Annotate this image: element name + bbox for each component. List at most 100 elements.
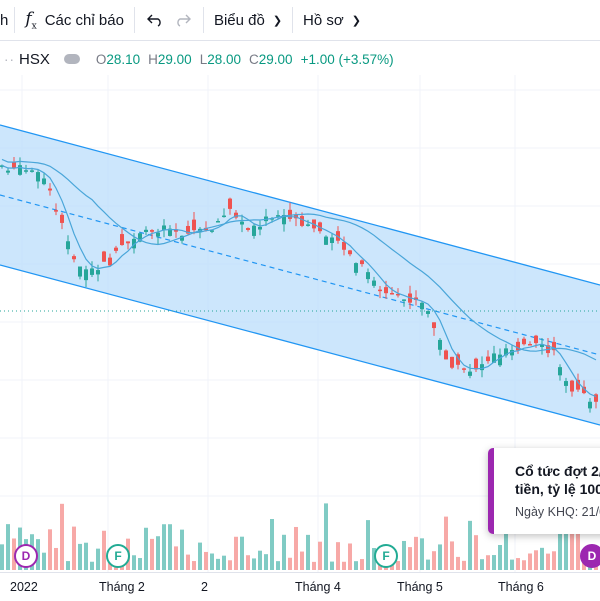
volume-bar — [438, 544, 442, 570]
candle-body — [570, 380, 574, 392]
dividend-event-marker[interactable]: D — [580, 544, 600, 568]
tooltip-date: Ngày KHQ: 21/0 — [515, 505, 600, 519]
candle-body — [72, 256, 76, 260]
channel-lower-line — [0, 264, 600, 426]
candle-body — [366, 272, 370, 280]
volume-bar — [294, 526, 298, 570]
cut-off-menu-item[interactable]: h — [0, 0, 14, 40]
time-tick: Tháng 4 — [295, 580, 341, 594]
candle-body — [168, 228, 172, 236]
close-value: 29.00 — [258, 51, 293, 67]
candle-body — [576, 379, 580, 390]
volume-bar — [324, 503, 328, 570]
visibility-toggle-icon[interactable] — [63, 54, 80, 64]
volume-bar — [354, 561, 358, 570]
volume-bar — [102, 530, 106, 570]
candle-body — [318, 222, 322, 232]
exchange-symbol[interactable]: HSX — [19, 50, 50, 68]
volume-bar — [558, 531, 562, 570]
volume-bar — [48, 529, 52, 570]
candle-body — [288, 209, 292, 219]
candle-body — [360, 260, 364, 265]
redo-icon[interactable] — [169, 0, 197, 40]
candle-body — [228, 198, 232, 209]
dividend-tooltip: Cổ tức đợt 2/ tiền, tỷ lệ 100 Ngày KHQ: … — [488, 448, 600, 534]
volume-bar — [408, 547, 412, 570]
volume-bar — [516, 558, 520, 570]
volume-bar — [444, 516, 448, 570]
volume-bar — [180, 529, 184, 570]
candle-body — [432, 322, 436, 329]
volume-bar — [342, 561, 346, 570]
dividend-event-marker[interactable]: D — [14, 544, 38, 568]
candle-body — [96, 270, 100, 275]
candle-body — [528, 344, 532, 346]
candle-body — [510, 349, 514, 356]
volume-bar — [288, 557, 292, 570]
volume-bar — [414, 536, 418, 570]
volume-bar — [72, 526, 76, 570]
candle-body — [144, 229, 148, 233]
candle-body — [24, 170, 28, 172]
close-key: C — [249, 51, 259, 67]
volume-bar — [564, 526, 568, 570]
candle-body — [0, 165, 4, 167]
financial-event-marker[interactable]: F — [106, 544, 130, 568]
candle-body — [156, 232, 160, 237]
volume-bar — [198, 542, 202, 570]
undo-icon[interactable] — [141, 0, 169, 40]
volume-bar — [6, 524, 10, 570]
volume-bar — [192, 561, 196, 570]
candle-body — [54, 210, 58, 212]
candle-body — [240, 221, 244, 225]
ohlc-low: L28.00 — [200, 52, 241, 67]
volume-bar — [426, 559, 430, 570]
candle-body — [252, 225, 256, 236]
volume-bar — [216, 558, 220, 570]
volume-bar — [276, 561, 280, 570]
candle-body — [558, 367, 562, 376]
candle-body — [384, 287, 388, 294]
volume-bar — [432, 551, 436, 570]
volume-bar — [396, 560, 400, 570]
candle-body — [396, 293, 400, 296]
candle-body — [216, 221, 220, 223]
volume-bar — [174, 546, 178, 570]
financial-event-marker[interactable]: F — [374, 544, 398, 568]
open-key: O — [95, 51, 107, 67]
candle-body — [60, 214, 64, 223]
candle-body — [234, 212, 238, 218]
candle-body — [456, 354, 460, 365]
profile-menu-button[interactable]: Hồ sơ ❯ — [293, 0, 371, 40]
chevron-down-icon: ❯ — [351, 14, 361, 27]
volume-bar — [336, 542, 340, 570]
candle-body — [6, 170, 10, 173]
volume-bar — [456, 556, 460, 570]
candle-body — [222, 215, 226, 218]
volume-bar — [522, 560, 526, 570]
financial-letter: F — [114, 549, 122, 563]
candle-body — [498, 354, 502, 366]
volume-bar — [576, 519, 580, 570]
indicators-button[interactable]: fx Các chỉ báo — [15, 0, 134, 40]
candle-body — [444, 350, 448, 360]
volume-bar — [0, 544, 4, 570]
candle-body — [354, 263, 358, 273]
candle-body — [378, 289, 382, 292]
candle-body — [30, 170, 34, 172]
price-chart[interactable] — [0, 75, 600, 572]
candle-body — [540, 344, 544, 347]
chart-menu-button[interactable]: Biểu đồ ❯ — [204, 0, 292, 40]
candle-body — [450, 356, 454, 368]
candle-body — [468, 371, 472, 376]
volume-bar — [330, 561, 334, 570]
candle-body — [102, 251, 106, 262]
candle-body — [108, 257, 112, 266]
volume-bar — [264, 554, 268, 570]
volume-bars — [0, 494, 598, 570]
tooltip-title-line1: Cổ tức đợt 2/ — [515, 463, 600, 479]
volume-bar — [234, 536, 238, 570]
candle-body — [474, 358, 478, 370]
candle-body — [516, 341, 520, 351]
volume-bar — [138, 558, 142, 570]
